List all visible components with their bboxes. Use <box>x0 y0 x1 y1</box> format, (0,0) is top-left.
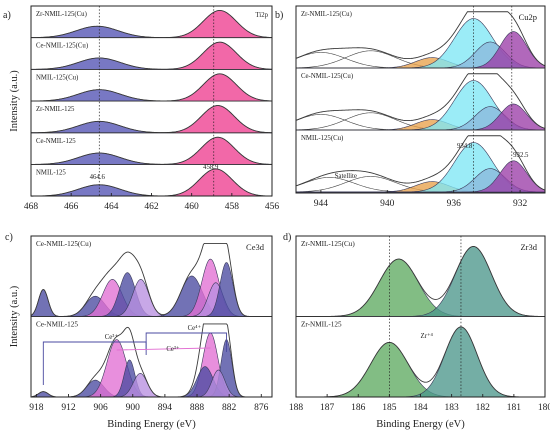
spectrum-row: Zr-NMIL-125 <box>296 321 545 398</box>
x-tick-label: 900 <box>126 403 141 413</box>
panel-letter: a) <box>3 10 11 21</box>
fit-envelope <box>30 243 272 317</box>
spectrum-row: Ce-NMIL-125 <box>30 321 272 398</box>
fit-envelope <box>30 73 273 102</box>
fit-envelope <box>30 41 273 70</box>
series-label: NMIL-125(Cu) <box>36 74 78 81</box>
y-axis-title: Intensity (a.u.) <box>9 285 20 347</box>
panel-d-zr3d: d) Zr-NMIL-125(Cu) Zr-NMIL-125 188 187 186 185… <box>283 232 550 430</box>
spectrum-row: Zr-NMIL-125(Cu) <box>295 11 546 69</box>
spectrum-row: NMIL-125 <box>30 168 273 197</box>
x-tick-label: 187 <box>320 403 335 413</box>
series-label: Ce-NMIL-125(Cu) <box>36 240 92 248</box>
plot-frame <box>295 5 546 194</box>
series-label: Zr-NMIL-125(Cu) <box>301 240 355 248</box>
x-tick-label: 460 <box>185 202 200 212</box>
ce3-annotation: Ce³⁺ <box>105 334 119 341</box>
series-label: NMIL-125(Cu) <box>301 135 343 142</box>
x-tick-label: 940 <box>380 199 395 209</box>
x-tick-label: 932 <box>513 199 528 209</box>
series-label: Zr-NMIL-125 <box>36 106 75 113</box>
fit-envelope <box>295 11 546 67</box>
spectrum-row: NMIL-125(Cu) <box>295 135 546 193</box>
ce4-bracket <box>145 332 227 352</box>
peak-annotation: 932.5 <box>513 152 529 159</box>
fit-envelope <box>30 136 273 165</box>
x-tick-label: 458 <box>225 202 240 212</box>
corner-label: Ce3d <box>246 242 265 252</box>
series-label: Zr-NMIL-125(Cu) <box>36 11 87 18</box>
corner-label: Ti2p <box>255 12 268 19</box>
spectrum-row: Ce-NMIL-125(Cu) <box>30 240 272 317</box>
x-tick-label: 894 <box>158 403 173 413</box>
x-tick-label: 882 <box>222 403 237 413</box>
panel-b-cu2p: b) Zr-NMIL-125(Cu) Ce-NMIL-125(Cu) NMIL-125… <box>275 5 546 209</box>
x-tick-label: 183 <box>445 403 460 413</box>
spectrum-row: Ce-NMIL-125(Cu) <box>295 73 546 131</box>
series-label: Ce-NMIL-125(Cu) <box>36 43 88 50</box>
spectrum-row: Zr-NMIL-125(Cu) <box>296 240 546 317</box>
fit-envelope <box>30 105 273 134</box>
panel-letter: b) <box>275 10 283 21</box>
x-tick-label: 182 <box>476 403 491 413</box>
corner-label: Zr3d <box>520 242 537 252</box>
series-label: NMIL-125 <box>36 170 66 177</box>
y-axis-title: Intensity (a.u.) <box>9 70 20 132</box>
spectrum-row: Ce-NMIL-125 <box>30 136 273 165</box>
fit-envelope <box>295 135 546 191</box>
peak-component <box>31 339 272 398</box>
ce3-annotation-b: Ce³⁺ <box>166 346 180 353</box>
zr4-annotation: Zr⁺⁴ <box>421 333 434 340</box>
x-tick-label: 888 <box>190 403 205 413</box>
x-tick-label: 936 <box>447 199 462 209</box>
peak-component <box>296 342 545 398</box>
x-tick-label: 185 <box>382 403 397 413</box>
ce-oxidation-brackets <box>42 332 227 385</box>
x-tick-label: 906 <box>93 403 108 413</box>
x-tick-label: 876 <box>254 403 269 413</box>
panel-c-ce3d: c) Ce-NMIL-125(Cu) Ce-NMIL-125 918 912 906 900… <box>5 232 273 430</box>
peak-component <box>31 168 273 197</box>
panel-letter: d) <box>283 232 291 243</box>
x-tick-label: 462 <box>144 202 159 212</box>
x-tick-label: 181 <box>507 403 522 413</box>
x-tick-label: 456 <box>265 202 280 212</box>
series-label: Zr-NMIL-125 <box>301 321 342 329</box>
corner-label: Cu2p <box>519 12 537 22</box>
x-tick-label: 918 <box>29 403 44 413</box>
ce3-link-line <box>116 347 211 351</box>
x-axis-title: Binding Energy (eV) <box>376 419 465 430</box>
x-tick-label: 466 <box>64 202 79 212</box>
series-label: Ce-NMIL-125 <box>36 138 76 145</box>
series-label: Ce-NMIL-125(Cu) <box>301 73 353 80</box>
x-axis-title: Binding Energy (eV) <box>107 419 196 430</box>
ce4-annotation: Ce⁴⁺ <box>188 325 202 332</box>
panel-a-ti2p: a) Zr-NMIL-125(Cu) Ce-NMIL-125(Cu) NMIL-125… <box>3 5 280 212</box>
x-tick-label: 912 <box>61 403 76 413</box>
peak-annotation: Satellite <box>335 173 357 180</box>
peak-annotation: 464.6 <box>90 174 106 181</box>
x-tick-label: 180 <box>538 403 550 413</box>
spectrum-row: Zr-NMIL-125(Cu) <box>30 9 273 39</box>
panel-letter: c) <box>5 232 13 243</box>
x-tick-label: 944 <box>314 199 329 209</box>
plot-frame <box>30 235 273 398</box>
spectrum-row: Ce-NMIL-125(Cu) <box>30 41 273 70</box>
x-tick-label: 186 <box>351 403 366 413</box>
peak-annotation: 458.9 <box>203 164 219 171</box>
spectrum-row: NMIL-125(Cu) <box>30 73 273 102</box>
series-label: Zr-NMIL-125(Cu) <box>301 11 352 18</box>
fit-envelope <box>295 73 546 129</box>
spectrum-row: Zr-NMIL-125 <box>30 105 273 134</box>
x-tick-label: 464 <box>104 202 119 212</box>
x-tick-label: 468 <box>24 202 39 212</box>
series-label: Ce-NMIL-125 <box>36 321 78 329</box>
fit-envelope <box>296 326 545 398</box>
x-tick-label: 188 <box>289 403 304 413</box>
peak-component <box>296 160 546 193</box>
peak-annotation: 934.8 <box>457 143 473 150</box>
x-tick-label: 184 <box>413 403 428 413</box>
fit-envelope <box>30 9 273 39</box>
